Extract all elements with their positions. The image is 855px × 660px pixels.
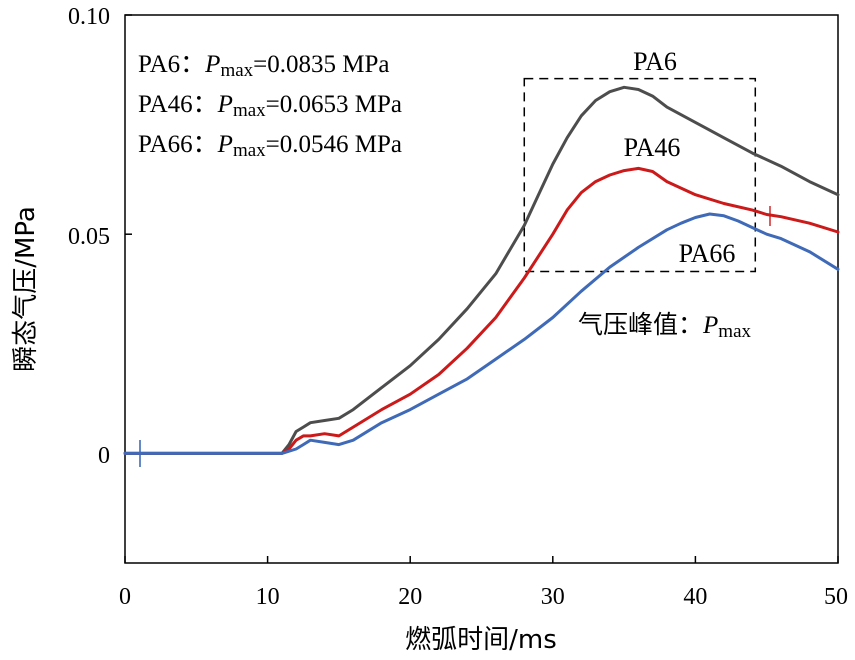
peak-annotation: 气压峰值：Pmax — [578, 310, 752, 342]
legend-value-pa6: =0.0835 MPa — [253, 51, 389, 78]
legend-value-pa66: =0.0546 MPa — [266, 131, 402, 158]
series-label-pa66: PA66 — [679, 239, 736, 268]
highlight-box — [523, 77, 757, 273]
x-axis-ticks — [124, 556, 839, 563]
series-line-pa46 — [123, 166, 840, 455]
y-tick-label-0.05: 0.05 — [68, 224, 110, 250]
x-tick-label-50: 50 — [824, 584, 848, 610]
peak-annotation-subscript: max — [718, 321, 751, 342]
series-line-pa6 — [123, 85, 840, 455]
y-tick-label-0.10: 0.10 — [68, 4, 110, 30]
x-tick-label-10: 10 — [256, 584, 280, 610]
series-label-pa6: PA6 — [633, 47, 677, 76]
peak-annotation-symbol: P — [702, 312, 718, 339]
series-label-pa46: PA46 — [624, 133, 681, 162]
legend-symbol-pa66: P — [217, 131, 233, 158]
legend-entry-pa6: PA6：Pmax=0.0835 MPa — [138, 51, 390, 81]
x-tick-label-30: 30 — [541, 584, 565, 610]
legend-prefix-pa66: PA66： — [138, 131, 218, 158]
legend-prefix-pa6: PA6： — [138, 51, 205, 78]
legend-subscript-pa6: max — [220, 60, 253, 81]
legend-entry-pa66: PA66：Pmax=0.0546 MPa — [138, 131, 402, 161]
y-axis-ticks — [125, 14, 132, 455]
legend-subscript-pa46: max — [233, 100, 266, 121]
series-lines — [123, 85, 840, 455]
series-line-pa66 — [123, 212, 840, 455]
x-tick-label-20: 20 — [398, 584, 422, 610]
y-axis-title: 瞬态气压/MPa — [11, 206, 41, 372]
legend-symbol-pa46: P — [217, 91, 233, 118]
x-tick-label-0: 0 — [119, 584, 131, 610]
x-tick-label-40: 40 — [683, 584, 707, 610]
legend-entry-pa46: PA46：Pmax=0.0653 MPa — [138, 91, 402, 121]
x-axis-title: 燃弧时间/ms — [405, 625, 557, 655]
plot-area-frame — [124, 14, 839, 564]
legend-prefix-pa46: PA46： — [138, 91, 218, 118]
peak-annotation-text: 气压峰值： — [578, 310, 703, 339]
legend-subscript-pa66: max — [233, 140, 266, 161]
legend-value-pa46: =0.0653 MPa — [266, 91, 402, 118]
legend-symbol-pa6: P — [204, 51, 220, 78]
y-tick-label-0: 0 — [98, 443, 110, 469]
